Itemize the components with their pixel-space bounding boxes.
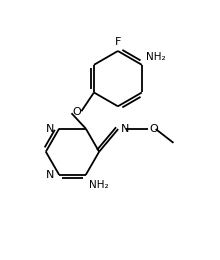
Text: N: N (46, 170, 54, 180)
Text: O: O (150, 124, 159, 134)
Text: NH₂: NH₂ (146, 52, 165, 62)
Text: N: N (121, 124, 130, 134)
Text: O: O (72, 107, 81, 117)
Text: NH₂: NH₂ (89, 180, 108, 190)
Text: N: N (46, 124, 54, 134)
Text: F: F (115, 37, 121, 47)
